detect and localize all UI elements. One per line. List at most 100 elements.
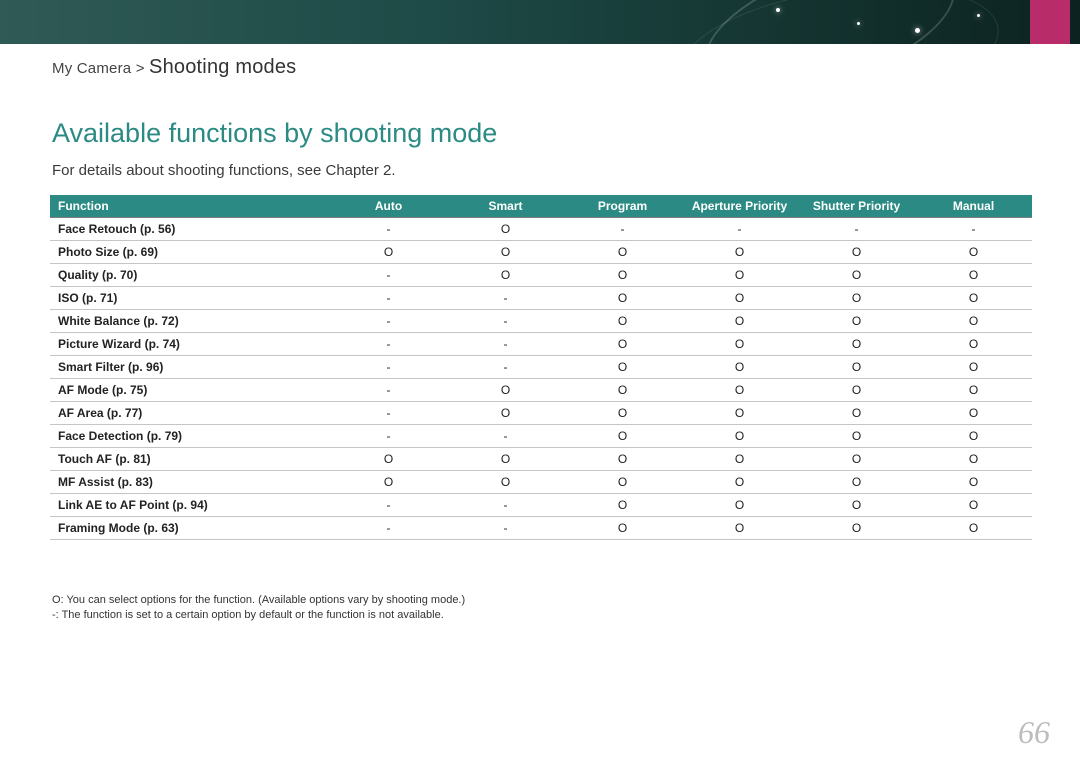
availability-cell: - (447, 517, 564, 540)
table-head: Function Auto Smart Program Aperture Pri… (50, 195, 1032, 218)
availability-cell: O (564, 264, 681, 287)
availability-cell: O (564, 241, 681, 264)
availability-cell: O (915, 356, 1032, 379)
availability-cell: O (798, 425, 915, 448)
manual-page: My Camera > Shooting modes Available fun… (0, 0, 1080, 765)
availability-cell: O (915, 241, 1032, 264)
availability-cell: O (798, 471, 915, 494)
table-row: Photo Size (p. 69)OOOOOO (50, 241, 1032, 264)
col-header-aperture-priority: Aperture Priority (681, 195, 798, 218)
table-row: Face Detection (p. 79)--OOOO (50, 425, 1032, 448)
availability-cell: O (798, 310, 915, 333)
availability-cell: - (681, 218, 798, 241)
function-name-cell: Framing Mode (p. 63) (50, 517, 330, 540)
table-row: Picture Wizard (p. 74)--OOOO (50, 333, 1032, 356)
availability-cell: - (447, 333, 564, 356)
availability-cell: - (330, 356, 447, 379)
availability-cell: - (330, 402, 447, 425)
availability-cell: - (564, 218, 681, 241)
breadcrumb-current: Shooting modes (149, 56, 296, 78)
col-header-function: Function (50, 195, 330, 218)
availability-cell: O (798, 494, 915, 517)
table-header-row: Function Auto Smart Program Aperture Pri… (50, 195, 1032, 218)
table-row: ISO (p. 71)--OOOO (50, 287, 1032, 310)
availability-cell: O (330, 471, 447, 494)
availability-cell: - (447, 494, 564, 517)
availability-cell: - (330, 333, 447, 356)
availability-cell: O (564, 356, 681, 379)
availability-cell: O (681, 402, 798, 425)
availability-cell: O (447, 379, 564, 402)
availability-cell: - (915, 218, 1032, 241)
availability-cell: O (564, 310, 681, 333)
availability-cell: O (564, 448, 681, 471)
availability-cell: - (447, 287, 564, 310)
availability-cell: O (564, 471, 681, 494)
function-name-cell: Picture Wizard (p. 74) (50, 333, 330, 356)
function-name-cell: White Balance (p. 72) (50, 310, 330, 333)
availability-cell: - (330, 517, 447, 540)
function-name-cell: Touch AF (p. 81) (50, 448, 330, 471)
section-subtitle: For details about shooting functions, se… (52, 162, 396, 179)
breadcrumb-separator: > (136, 60, 145, 77)
availability-cell: O (564, 494, 681, 517)
availability-cell: O (681, 471, 798, 494)
availability-cell: O (915, 471, 1032, 494)
availability-cell: O (798, 517, 915, 540)
availability-cell: O (447, 402, 564, 425)
table-legend: O: You can select options for the functi… (52, 593, 465, 623)
availability-cell: O (798, 264, 915, 287)
availability-cell: O (798, 379, 915, 402)
sparkle-icon (915, 28, 920, 33)
availability-cell: O (915, 517, 1032, 540)
availability-cell: O (798, 241, 915, 264)
availability-cell: O (564, 333, 681, 356)
table-row: AF Mode (p. 75)-OOOOO (50, 379, 1032, 402)
availability-cell: O (681, 494, 798, 517)
decorative-swoosh (673, 0, 1007, 44)
availability-cell: - (330, 218, 447, 241)
availability-cell: O (915, 379, 1032, 402)
availability-cell: O (681, 379, 798, 402)
function-name-cell: MF Assist (p. 83) (50, 471, 330, 494)
breadcrumb: My Camera > Shooting modes (52, 56, 296, 79)
availability-cell: O (681, 287, 798, 310)
function-name-cell: Face Retouch (p. 56) (50, 218, 330, 241)
availability-cell: - (447, 425, 564, 448)
function-name-cell: ISO (p. 71) (50, 287, 330, 310)
availability-cell: O (447, 264, 564, 287)
table-row: MF Assist (p. 83)OOOOOO (50, 471, 1032, 494)
table-row: Quality (p. 70)-OOOOO (50, 264, 1032, 287)
col-header-manual: Manual (915, 195, 1032, 218)
availability-cell: O (915, 494, 1032, 517)
availability-cell: O (798, 287, 915, 310)
function-name-cell: Quality (p. 70) (50, 264, 330, 287)
legend-line-unavailable: -: The function is set to a certain opti… (52, 608, 465, 623)
col-header-auto: Auto (330, 195, 447, 218)
functions-table-element: Function Auto Smart Program Aperture Pri… (50, 195, 1032, 540)
availability-cell: O (681, 517, 798, 540)
availability-cell: O (681, 356, 798, 379)
function-name-cell: Photo Size (p. 69) (50, 241, 330, 264)
function-name-cell: AF Area (p. 77) (50, 402, 330, 425)
availability-cell: O (330, 448, 447, 471)
top-decorative-band (0, 0, 1080, 44)
availability-cell: O (798, 333, 915, 356)
table-row: White Balance (p. 72)--OOOO (50, 310, 1032, 333)
availability-cell: - (330, 494, 447, 517)
availability-cell: O (564, 287, 681, 310)
section-tab-magenta (1030, 0, 1070, 44)
availability-cell: - (798, 218, 915, 241)
availability-cell: O (915, 333, 1032, 356)
function-name-cell: Link AE to AF Point (p. 94) (50, 494, 330, 517)
col-header-smart: Smart (447, 195, 564, 218)
availability-cell: - (447, 356, 564, 379)
sparkle-icon (776, 8, 780, 12)
availability-cell: - (447, 310, 564, 333)
availability-cell: O (330, 241, 447, 264)
page-number: 66 (1018, 714, 1050, 751)
availability-cell: O (915, 425, 1032, 448)
availability-cell: O (564, 425, 681, 448)
availability-cell: O (681, 425, 798, 448)
function-name-cell: Face Detection (p. 79) (50, 425, 330, 448)
